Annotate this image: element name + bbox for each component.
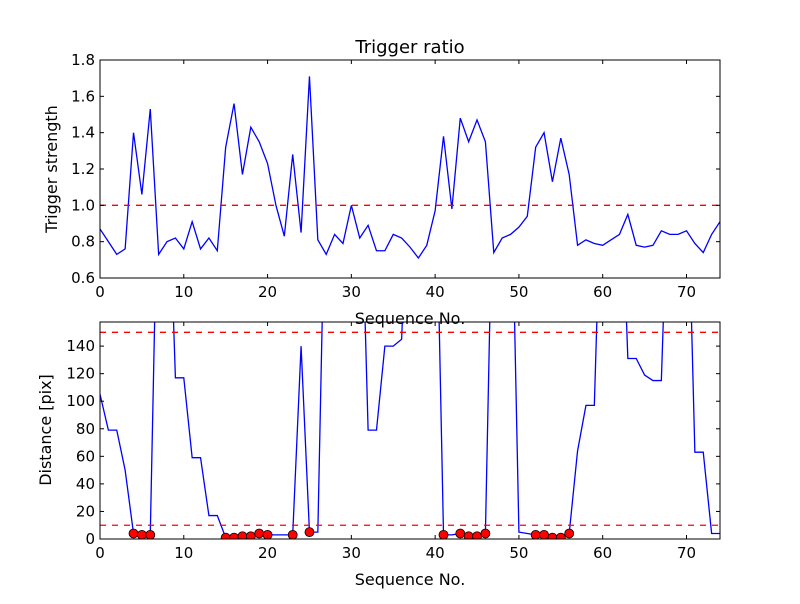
- top-y-tick-label: 1.8: [71, 51, 95, 69]
- bottom-x-tick-label: 50: [509, 544, 528, 562]
- bottom-axes: 0 10 20 30 40 50 60 70 0 20 40 60 80 100 120 140: [66, 321, 721, 562]
- bottom-x-tick-label: 0: [95, 544, 105, 562]
- top-axes: 0 10 20 30 40 50 60 70 0.6 0.8 1.0 1.2 1.4 1.6 1.8: [71, 51, 721, 301]
- match-marker: [145, 529, 156, 539]
- match-marker: [136, 529, 147, 539]
- top-y-tick-label: 0.8: [71, 233, 95, 251]
- bottom-y-tick-label: 0: [85, 530, 95, 548]
- bottom-x-axis-label: Sequence No.: [355, 570, 466, 589]
- top-plot-area: [100, 76, 720, 260]
- bottom-y-axis-label: Distance [pix]: [36, 374, 55, 486]
- bottom-x-tick-label: 10: [174, 544, 193, 562]
- top-y-tick-label: 1.2: [71, 160, 95, 178]
- bottom-y-tick-label: 80: [76, 420, 95, 438]
- top-y-tick-label: 1.6: [71, 87, 95, 105]
- top-axes-frame: [99, 59, 721, 279]
- top-x-tick-label: 70: [677, 283, 696, 301]
- bottom-axes-frame: [99, 321, 721, 540]
- match-marker: [262, 529, 273, 539]
- match-marker: [480, 528, 491, 539]
- match-marker: [564, 528, 575, 539]
- bottom-plot-area: [100, 322, 720, 539]
- bottom-y-tick-label: 120: [66, 365, 95, 383]
- top-x-tick-label: 50: [509, 283, 528, 301]
- match-marker: [530, 529, 541, 539]
- bottom-y-tick-label: 20: [76, 502, 95, 520]
- top-y-tick-label: 1.0: [71, 196, 95, 214]
- match-marker: [220, 532, 231, 539]
- top-x-tick-label: 0: [95, 283, 105, 301]
- match-marker: [555, 532, 566, 539]
- top-series-line: [100, 76, 720, 260]
- match-marker: [438, 529, 449, 539]
- match-marker: [304, 527, 315, 538]
- match-marker: [455, 528, 466, 539]
- top-chart-title: Trigger ratio: [354, 37, 464, 58]
- top-y-tick-label: 0.6: [71, 269, 95, 287]
- top-y-axis-label: Trigger strength: [42, 105, 61, 234]
- top-y-tick-label: 1.4: [71, 124, 95, 142]
- top-x-tick-label: 20: [258, 283, 277, 301]
- bottom-y-tick-label: 40: [76, 475, 95, 493]
- match-marker: [128, 528, 139, 539]
- bottom-series-line: [100, 322, 720, 539]
- match-marker: [547, 532, 558, 539]
- top-x-axis-label: Sequence No.: [355, 309, 466, 328]
- bottom-x-tick-label: 30: [342, 544, 361, 562]
- top-x-tick-label: 30: [342, 283, 361, 301]
- bottom-x-tick-label: 20: [258, 544, 277, 562]
- match-marker: [287, 529, 298, 539]
- bottom-x-tick-label: 40: [426, 544, 445, 562]
- bottom-y-tick-label: 60: [76, 447, 95, 465]
- top-x-tick-label: 10: [174, 283, 193, 301]
- bottom-x-tick-label: 60: [593, 544, 612, 562]
- bottom-y-tick-label: 100: [66, 392, 95, 410]
- top-x-tick-label: 60: [593, 283, 612, 301]
- match-marker: [254, 528, 265, 539]
- bottom-y-tick-label: 140: [66, 337, 95, 355]
- match-marker: [539, 529, 549, 539]
- match-marker: [229, 532, 239, 539]
- top-x-tick-label: 40: [426, 283, 445, 301]
- bottom-x-tick-label: 70: [677, 544, 696, 562]
